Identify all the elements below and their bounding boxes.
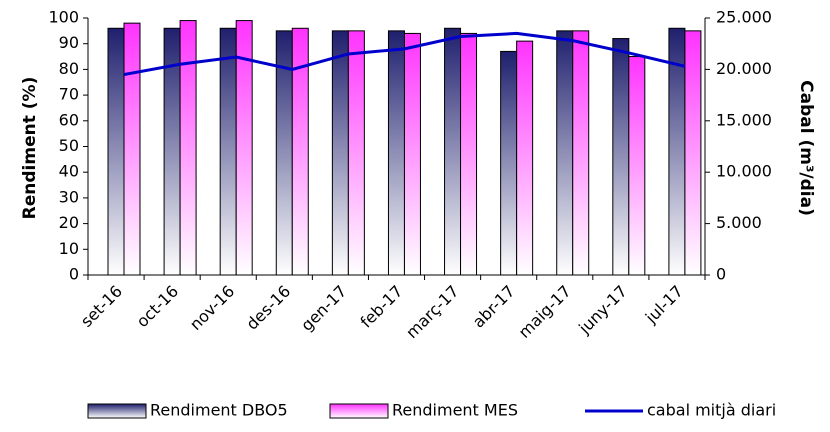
bar	[556, 30, 574, 276]
x-tick-label: oct-16	[133, 282, 182, 331]
legend-swatch	[329, 403, 389, 419]
y2-tick-label: 25.000	[716, 8, 772, 27]
bar	[123, 22, 141, 276]
line-series	[123, 31, 686, 77]
x-tick-label: feb-17	[356, 282, 406, 332]
y2-tick-label: 5.000	[716, 213, 762, 232]
y-tick-label: 70	[59, 85, 79, 104]
x-tick-label: març-17	[402, 282, 462, 342]
y-tick-label: 100	[48, 8, 79, 27]
y-tick-label: 60	[59, 110, 79, 129]
bar	[684, 30, 702, 276]
bar	[387, 30, 405, 276]
y2-tick-label: 10.000	[716, 162, 772, 181]
legend-label: Rendiment DBO5	[150, 401, 288, 420]
bar	[444, 27, 462, 276]
bar	[460, 32, 478, 276]
x-tick-label: set-16	[77, 282, 126, 331]
bar	[628, 56, 646, 276]
bar	[107, 27, 125, 276]
bar	[500, 50, 518, 276]
bar	[219, 27, 237, 276]
bar	[179, 20, 197, 276]
x-tick-label: gen-17	[297, 282, 350, 335]
x-tick-label: des-16	[242, 282, 294, 334]
y-tick-label: 80	[59, 59, 79, 78]
y-tick-label: 0	[69, 265, 79, 284]
y-axis-title: Rendiment (%)	[20, 77, 40, 220]
bar	[612, 38, 630, 276]
bar	[347, 30, 365, 276]
legend-swatch	[87, 403, 147, 419]
y-tick-label: 50	[59, 136, 79, 155]
bar	[516, 40, 534, 276]
y2-tick-label: 0	[716, 265, 726, 284]
y-tick-label: 10	[59, 239, 79, 258]
bar	[331, 30, 349, 276]
x-tick-label: maig-17	[515, 282, 575, 342]
x-tick-label: jul-17	[641, 282, 687, 328]
legend-label: cabal mitjà diari	[647, 401, 776, 420]
x-tick-label: abr-17	[469, 282, 519, 332]
y-tick-label: 20	[59, 213, 79, 232]
y-tick-label: 90	[59, 33, 79, 52]
x-tick-label: juny-17	[574, 282, 631, 339]
y2-tick-label: 20.000	[716, 59, 772, 78]
bar	[572, 30, 590, 276]
x-tick-label: nov-16	[186, 282, 238, 334]
y-tick-label: 30	[59, 187, 79, 206]
legend-label: Rendiment MES	[392, 401, 518, 420]
y2-tick-label: 15.000	[716, 110, 772, 129]
y-tick-label: 40	[59, 162, 79, 181]
bar	[403, 32, 421, 276]
y2-axis-title: Cabal (m³/dia)	[796, 80, 816, 216]
